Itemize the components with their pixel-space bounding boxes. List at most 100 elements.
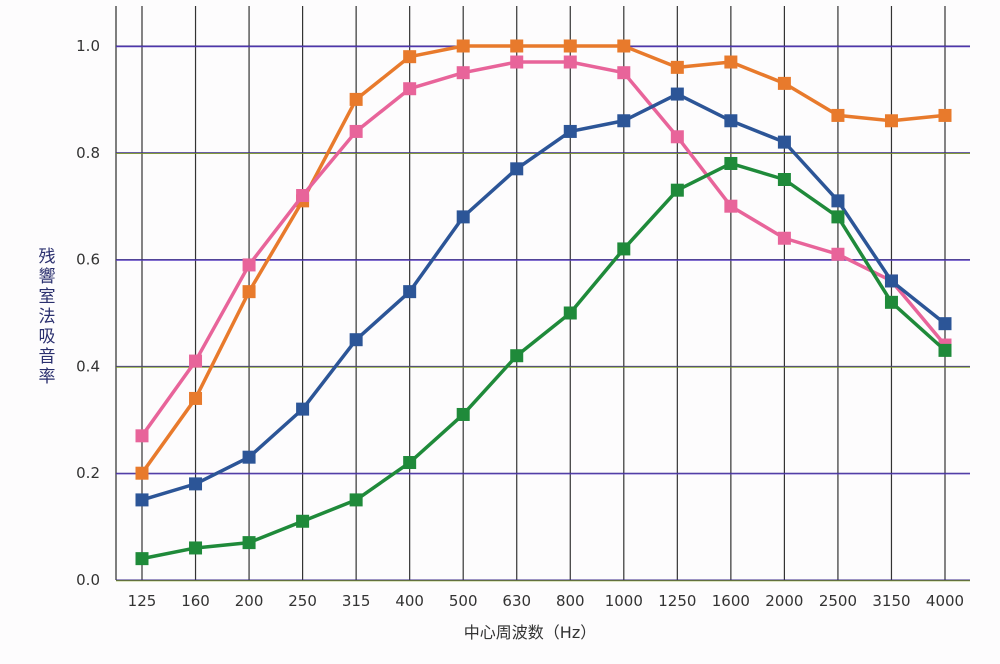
- data-point-green: [884, 295, 898, 309]
- y-axis-label-char: 残: [39, 247, 56, 267]
- data-point-orange: [135, 466, 149, 480]
- series-line-pink: [140, 60, 947, 437]
- x-tick-label: 315: [342, 592, 371, 610]
- data-point-orange: [456, 39, 470, 53]
- data-point-pink: [403, 82, 417, 96]
- data-point-green: [670, 183, 684, 197]
- y-tick-label: 0.6: [76, 251, 100, 269]
- x-tick-label: 630: [502, 592, 531, 610]
- series-line-green: [141, 161, 947, 561]
- data-point-pink: [777, 231, 791, 245]
- data-point-blue: [349, 333, 363, 347]
- x-tick-label: 400: [395, 592, 424, 610]
- data-point-blue: [617, 114, 631, 128]
- data-point-blue: [403, 285, 417, 299]
- data-point-blue: [938, 317, 952, 331]
- data-point-pink: [296, 189, 310, 203]
- data-point-green: [563, 306, 577, 320]
- data-point-green: [296, 514, 310, 528]
- data-point-pink: [670, 130, 684, 144]
- data-point-green: [724, 156, 738, 170]
- data-point-blue: [296, 402, 310, 416]
- x-tick-label: 500: [449, 592, 478, 610]
- y-tick-label: 0.0: [76, 571, 100, 589]
- y-axis-label-char: 音: [39, 347, 56, 367]
- x-tick-label: 800: [556, 592, 585, 610]
- data-point-orange: [563, 39, 577, 53]
- x-tick-label: 4000: [926, 592, 964, 610]
- x-tick-label: 250: [288, 592, 317, 610]
- y-axis-label: 残響室法吸音率: [39, 247, 56, 387]
- y-axis-label-char: 率: [39, 367, 56, 387]
- x-tick-label: 2000: [765, 592, 803, 610]
- data-point-orange: [510, 39, 524, 53]
- data-point-green: [135, 552, 149, 566]
- data-point-blue: [456, 210, 470, 224]
- data-point-orange: [670, 60, 684, 74]
- x-tick-label: 200: [235, 592, 264, 610]
- data-point-green: [510, 349, 524, 363]
- data-point-blue: [831, 194, 845, 208]
- y-axis-label-char: 法: [39, 307, 56, 327]
- data-point-blue: [135, 493, 149, 507]
- y-tick-label: 1.0: [76, 37, 100, 55]
- y-axis-label-char: 吸: [39, 327, 56, 347]
- data-point-orange: [777, 76, 791, 90]
- data-point-orange: [884, 114, 898, 128]
- data-point-orange: [349, 92, 363, 106]
- data-point-pink: [563, 55, 577, 69]
- series-line-blue: [141, 92, 947, 502]
- y-tick-label: 0.2: [76, 464, 100, 482]
- data-point-pink: [510, 55, 524, 69]
- data-point-blue: [189, 477, 203, 491]
- y-axis-label-char: 響: [39, 267, 56, 287]
- series-line-orange: [140, 44, 946, 475]
- x-tick-label: 1250: [658, 592, 696, 610]
- data-point-blue: [777, 135, 791, 149]
- x-ticks: 125 160 200 250 315 400 500 630 800 1000 1250 1600 2…: [128, 592, 964, 610]
- data-point-orange: [617, 39, 631, 53]
- x-tick-label: 160: [181, 592, 210, 610]
- data-point-blue: [563, 124, 577, 138]
- series-green: [135, 156, 952, 566]
- data-point-green: [938, 343, 952, 357]
- x-tick-label: 1600: [712, 592, 750, 610]
- data-point-pink: [135, 429, 149, 443]
- data-point-blue: [510, 162, 524, 176]
- x-tick-label: 1000: [605, 592, 643, 610]
- x-tick-label: 125: [128, 592, 157, 610]
- y-axis-label-char: 室: [39, 287, 56, 307]
- data-point-orange: [831, 108, 845, 122]
- data-point-blue: [670, 87, 684, 101]
- data-point-orange: [403, 50, 417, 64]
- data-point-pink: [242, 258, 256, 272]
- data-point-green: [777, 173, 791, 186]
- x-tick-label: 2500: [819, 592, 857, 610]
- data-point-pink: [189, 354, 203, 368]
- data-point-green: [403, 456, 417, 470]
- data-point-blue: [724, 114, 738, 128]
- series-blue: [135, 87, 952, 507]
- data-point-green: [456, 407, 470, 421]
- data-point-green: [242, 536, 256, 550]
- data-point-green: [189, 541, 203, 555]
- data-point-blue: [242, 450, 256, 464]
- data-point-green: [617, 242, 631, 256]
- series-orange: [135, 39, 952, 480]
- series: [135, 39, 952, 566]
- data-point-pink: [617, 66, 631, 80]
- data-point-blue: [884, 274, 898, 288]
- data-point-orange: [189, 391, 203, 405]
- x-axis-label: 中心周波数（Hz）: [464, 623, 596, 642]
- data-point-green: [831, 210, 845, 224]
- data-point-pink: [831, 247, 845, 261]
- data-point-orange: [938, 108, 952, 122]
- y-tick-label: 0.8: [76, 144, 100, 162]
- y-ticks: 0.0 0.2 0.4 0.6 0.8 1.0: [76, 37, 100, 589]
- series-pink: [135, 55, 952, 443]
- x-tick-label: 3150: [872, 592, 910, 610]
- data-point-pink: [456, 66, 470, 80]
- y-tick-label: 0.4: [76, 357, 100, 375]
- data-point-pink: [724, 199, 738, 213]
